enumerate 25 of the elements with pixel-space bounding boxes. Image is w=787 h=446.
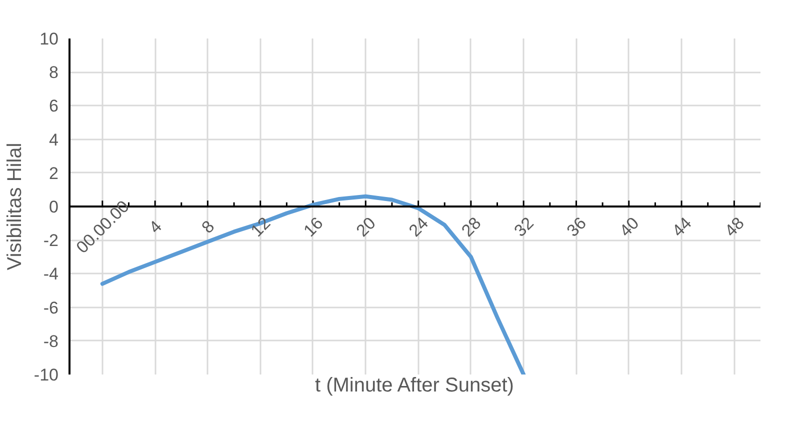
x-axis-title: t (Minute After Sunset): [314, 374, 514, 396]
y-tick-label: 0: [49, 198, 59, 216]
x-tick-label: 28: [458, 214, 485, 240]
y-tick-label: 6: [49, 96, 59, 116]
y-tick-label: 2: [49, 164, 59, 183]
x-tick-label: 8: [198, 216, 218, 238]
x-tick-label: 44: [668, 214, 696, 240]
y-tick-label: 8: [49, 63, 59, 82]
y-tick-label: 10: [40, 30, 59, 48]
x-tick-label: 20: [352, 214, 380, 240]
y-axis-title: Visibilitas Hilal: [4, 142, 26, 270]
y-tick-label: -6: [43, 298, 59, 318]
x-tick-label: 32: [510, 214, 538, 240]
y-tick-label: -2: [43, 231, 59, 250]
x-tick-label: 48: [721, 214, 748, 240]
x-tick-label: 16: [300, 214, 327, 240]
y-tick-label: -8: [43, 332, 59, 351]
y-tick-label: 4: [49, 130, 59, 150]
x-tick-label: 12: [247, 214, 274, 240]
x-tick-label: 36: [563, 214, 590, 240]
y-tick-label: -10: [34, 366, 59, 384]
y-tick-label: -4: [43, 264, 59, 284]
x-tick-label: 24: [405, 214, 432, 240]
x-tick-label: 40: [616, 214, 643, 240]
x-tick-label: 4: [145, 216, 166, 238]
